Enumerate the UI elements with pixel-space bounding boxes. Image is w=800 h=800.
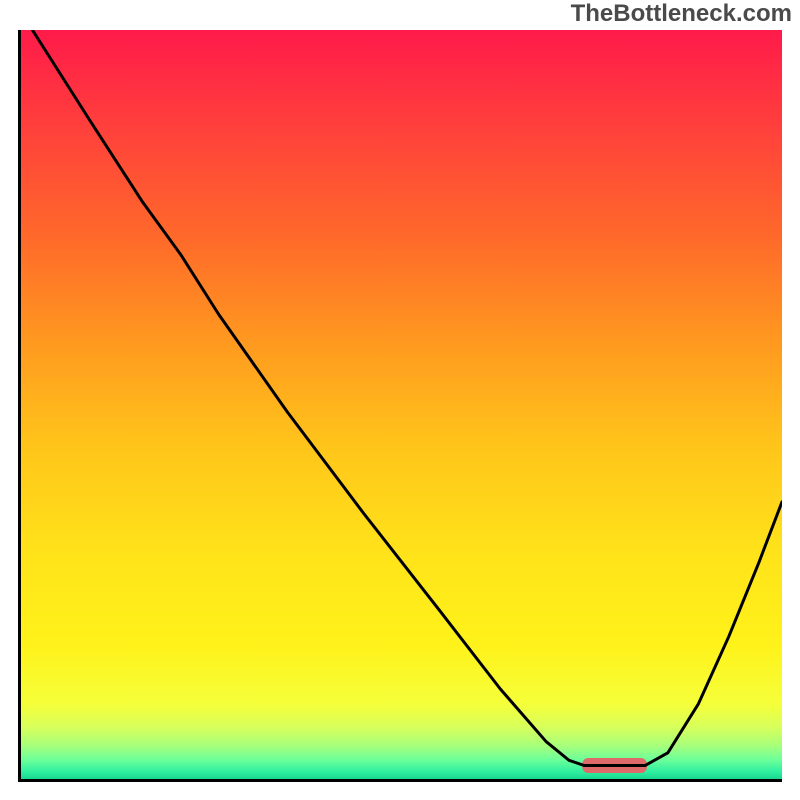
chart-container: TheBottleneck.com [0, 0, 800, 800]
chart-svg [21, 30, 782, 779]
plot-area [18, 30, 782, 782]
watermark-text: TheBottleneck.com [571, 0, 792, 28]
background-gradient-rect [21, 30, 782, 779]
